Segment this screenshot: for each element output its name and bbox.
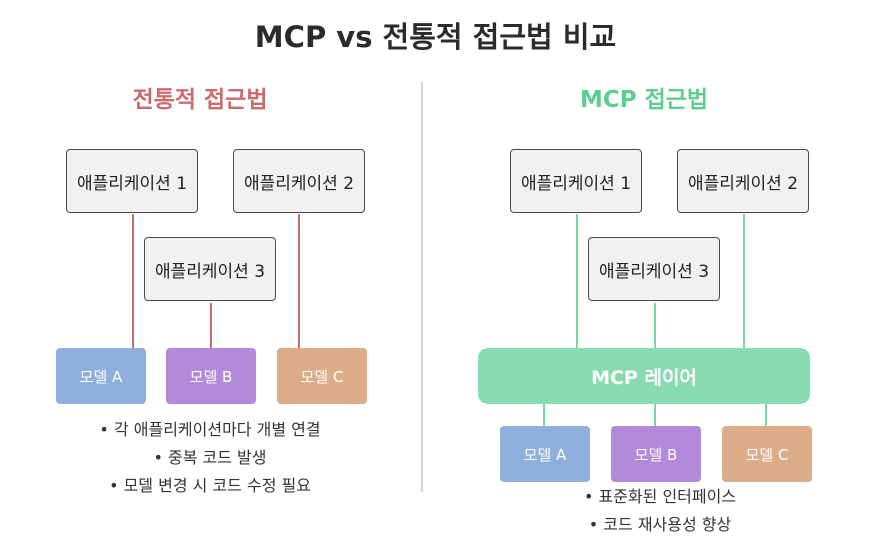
traditional-model-c: 모델 C [277, 348, 367, 404]
traditional-notes: • 각 애플리케이션마다 개별 연결 • 중복 코드 발생 • 모델 변경 시 … [20, 416, 400, 500]
traditional-note: • 각 애플리케이션마다 개별 연결 [99, 420, 321, 439]
connector-line [298, 214, 300, 348]
mcp-app-2: 애플리케이션 2 [677, 149, 809, 213]
traditional-model-b: 모델 B [166, 348, 256, 404]
connector-line [543, 404, 545, 426]
traditional-app-3: 애플리케이션 3 [144, 237, 276, 301]
mcp-section-title: MCP 접근법 [579, 87, 709, 113]
page-title: MCP vs 전통적 접근법 비교 [254, 20, 617, 54]
mcp-note: • 코드 재사용성 향상 [588, 515, 732, 534]
mcp-model-b: 모델 B [611, 426, 701, 482]
traditional-note: • 모델 변경 시 코드 수정 필요 [109, 476, 311, 495]
connector-line [654, 404, 656, 426]
traditional-note: • 중복 코드 발생 [153, 448, 267, 467]
mcp-model-c: 모델 C [722, 426, 812, 482]
connector-line [765, 404, 767, 426]
traditional-model-a: 모델 A [56, 348, 146, 404]
traditional-section-title: 전통적 접근법 [132, 87, 268, 113]
connector-line [743, 214, 745, 348]
mcp-note: • 표준화된 인터페이스 [583, 487, 737, 506]
mcp-app-1: 애플리케이션 1 [510, 149, 642, 213]
mcp-app-3: 애플리케이션 3 [588, 237, 720, 301]
section-divider [421, 82, 423, 492]
traditional-app-2: 애플리케이션 2 [233, 149, 365, 213]
connector-line [132, 214, 134, 348]
mcp-model-a: 모델 A [500, 426, 590, 482]
mcp-layer-box: MCP 레이어 [478, 348, 810, 404]
connector-line [576, 214, 578, 348]
traditional-app-1: 애플리케이션 1 [66, 149, 198, 213]
connector-line [654, 303, 656, 348]
mcp-notes: • 표준화된 인터페이스 • 코드 재사용성 향상 [470, 483, 850, 539]
connector-line [210, 303, 212, 348]
